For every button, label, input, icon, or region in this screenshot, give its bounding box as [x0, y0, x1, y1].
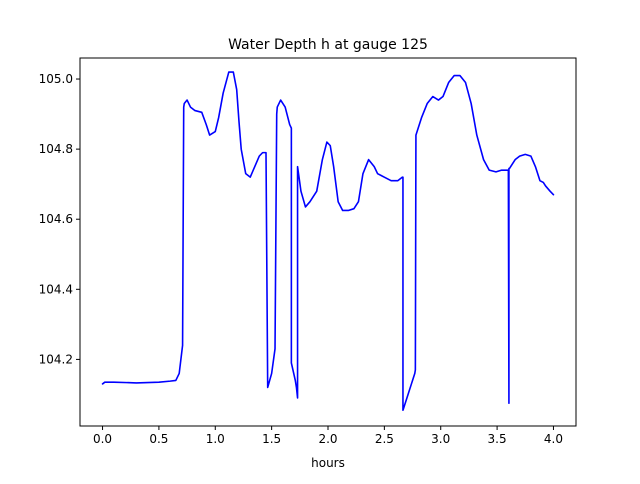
x-tick-label: 4.0	[544, 432, 563, 446]
y-tick-label: 104.4	[39, 282, 73, 296]
chart-title: Water Depth h at gauge 125	[228, 37, 428, 53]
x-tick-label: 1.0	[206, 432, 225, 446]
x-tick-label: 0.0	[93, 432, 112, 446]
y-tick-label: 104.2	[39, 352, 73, 366]
x-tick-label: 1.5	[262, 432, 281, 446]
series-line-0	[101, 71, 555, 412]
y-tick-label: 105.0	[39, 72, 73, 86]
x-axis-label: hours	[311, 456, 345, 470]
x-tick-label: 2.5	[375, 432, 394, 446]
x-tick-label: 0.5	[149, 432, 168, 446]
y-tick-label: 104.8	[39, 142, 73, 156]
x-tick-label: 2.0	[318, 432, 337, 446]
x-tick-label: 3.5	[488, 432, 507, 446]
x-tick-label: 3.0	[431, 432, 450, 446]
y-tick-label: 104.6	[39, 212, 73, 226]
plot-area: 0.0 0.5 1.0 1.5 2.0 2.5 3.0 3.5 4.0 104.2 104.4 104…	[39, 57, 577, 446]
